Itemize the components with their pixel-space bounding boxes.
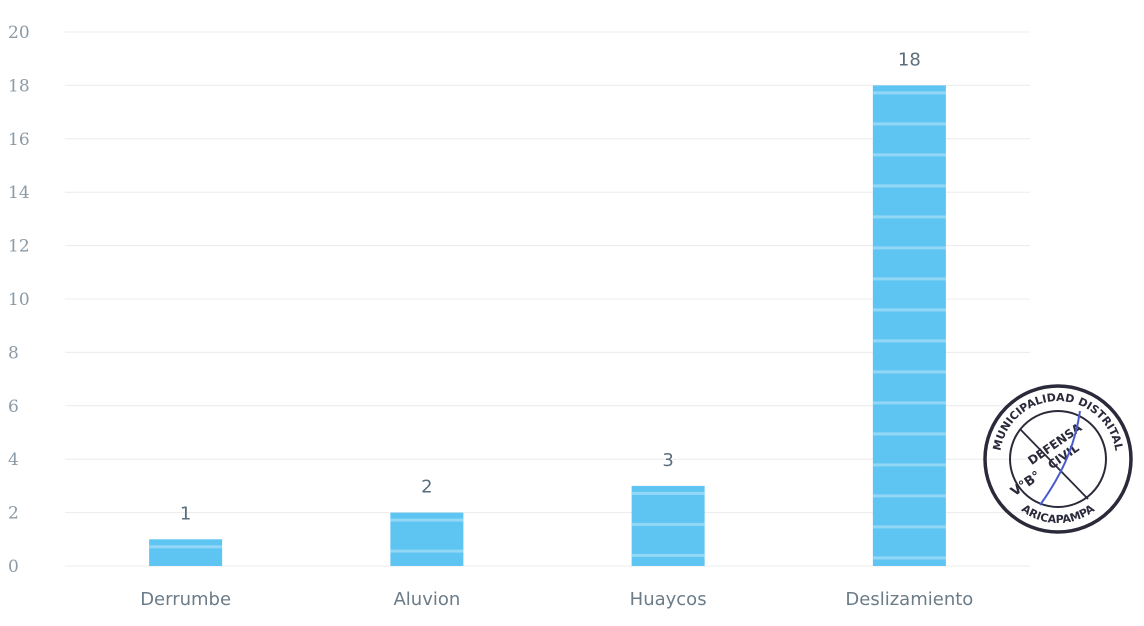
bar-aluvion (390, 512, 464, 566)
y-tick-label: 0 (8, 557, 19, 577)
stamp-ring-text-bottom: ARICAPAMPA (1019, 502, 1097, 526)
gridlines (65, 31, 1030, 567)
y-axis-tick-labels: 0 2 4 6 8 10 12 14 16 18 20 (8, 23, 30, 577)
bar (872, 85, 946, 567)
y-tick-label: 12 (8, 237, 30, 257)
bar-deslizamiento (872, 85, 946, 567)
bar (631, 485, 705, 566)
stamp-outer-ring (983, 384, 1133, 534)
y-tick-label: 2 (8, 504, 19, 524)
x-tick-label: Deslizamiento (845, 589, 973, 610)
bar (149, 539, 223, 566)
y-tick-label: 20 (8, 23, 30, 43)
stamp-diagonal-line (1019, 428, 1089, 500)
x-tick-label: Derrumbe (140, 589, 231, 610)
y-tick-label: 14 (8, 183, 30, 203)
y-tick-label: 4 (8, 450, 19, 470)
y-tick-label: 6 (8, 397, 19, 417)
y-tick-label: 10 (8, 290, 30, 310)
signature-stroke (1039, 410, 1081, 506)
data-label: 3 (662, 450, 673, 471)
y-tick-label: 18 (8, 76, 30, 96)
y-tick-label: 16 (8, 130, 30, 150)
data-label: 18 (898, 49, 921, 70)
x-tick-label: Huaycos (630, 589, 707, 610)
bars (149, 85, 946, 567)
data-label: 1 (180, 503, 191, 524)
stamp-inner-ring (1009, 410, 1107, 508)
x-tick-label: Aluvion (393, 589, 460, 610)
data-labels: 1 2 3 18 (180, 49, 921, 524)
bar-huaycos (631, 485, 705, 566)
data-label: 2 (421, 477, 432, 498)
y-tick-label: 8 (8, 343, 19, 363)
bar-derrumbe (149, 539, 223, 566)
x-axis-category-labels: Derrumbe Aluvion Huaycos Deslizamiento (140, 589, 973, 610)
